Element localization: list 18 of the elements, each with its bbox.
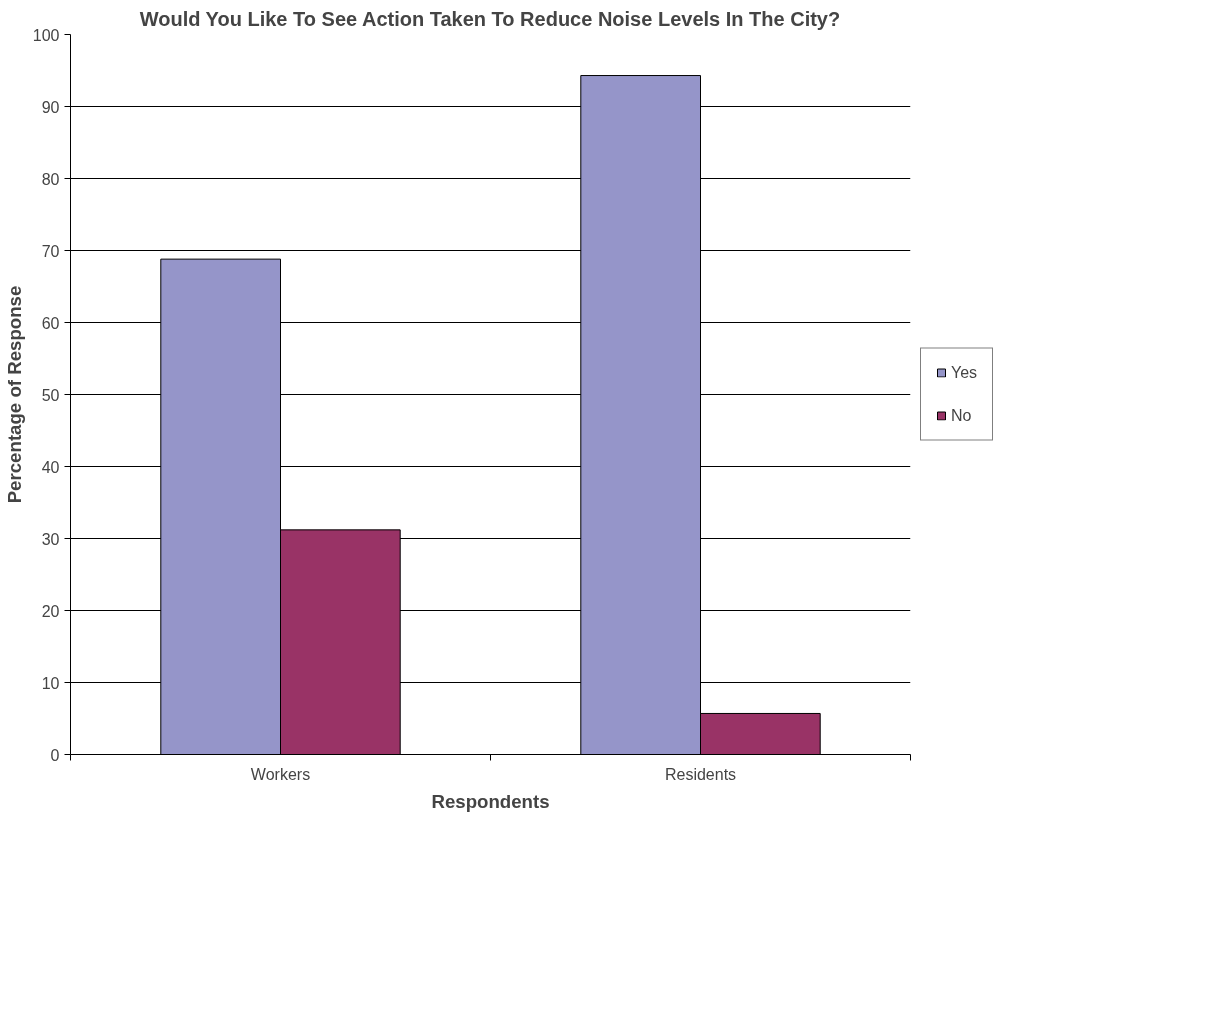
y-tick-label: 40 <box>41 458 60 476</box>
y-tick-label: 100 <box>32 26 60 44</box>
y-axis-title: Percentage of Response <box>3 285 25 504</box>
y-tick-label: 60 <box>41 314 60 332</box>
x-tick-label: Residents <box>664 765 737 783</box>
y-tick-label: 80 <box>41 170 60 188</box>
y-tick-label: 0 <box>50 746 60 764</box>
y-tick-label: 50 <box>41 386 60 404</box>
legend-label: Yes <box>951 363 978 382</box>
y-tick-label: 90 <box>41 98 60 116</box>
y-tick-label: 20 <box>41 602 60 620</box>
y-tick-label: 30 <box>41 530 60 548</box>
y-tick-label: 70 <box>41 242 60 260</box>
y-tick-label: 10 <box>41 674 60 692</box>
x-tick-label: Workers <box>250 765 311 783</box>
legend-label: No <box>951 406 972 425</box>
x-axis-title: Respondents <box>431 790 550 812</box>
chart-title: Would You Like To See Action Taken To Reduce Noise Levels In The City? <box>139 7 841 30</box>
